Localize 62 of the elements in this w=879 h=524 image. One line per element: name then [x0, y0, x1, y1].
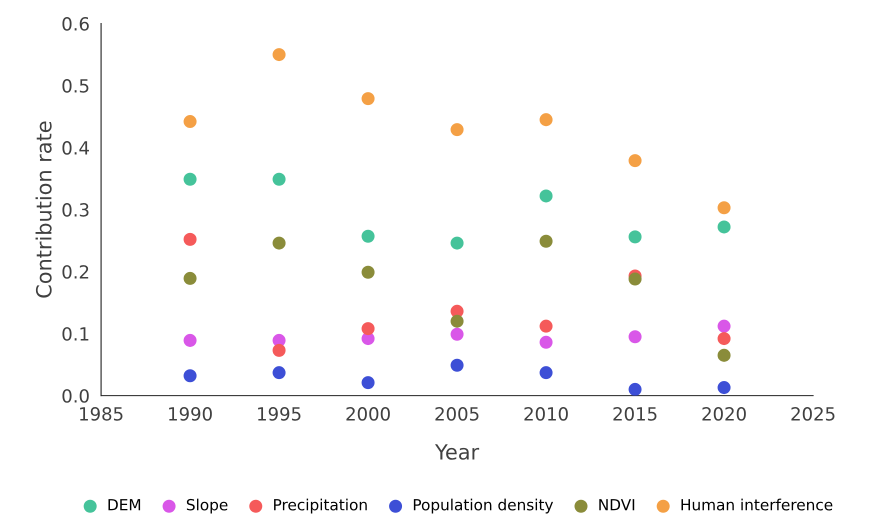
point: [540, 336, 553, 349]
legend-label: Population density: [414, 498, 554, 514]
point: [718, 332, 731, 346]
point: [184, 369, 197, 382]
point: [718, 220, 731, 234]
x-tick-label: 1985: [80, 407, 122, 421]
point: [362, 92, 375, 106]
legend-label: DEM: [108, 499, 140, 510]
point: [628, 154, 642, 168]
y-tick-label: 0.1: [62, 327, 88, 341]
x-tick-label: 2020: [702, 407, 746, 421]
point: [628, 330, 642, 344]
point: [628, 272, 642, 286]
point: [718, 381, 731, 394]
x-tick-label: 2000: [346, 407, 390, 421]
point: [272, 366, 286, 380]
point: [184, 232, 197, 246]
point: [184, 272, 197, 285]
point: [450, 236, 464, 250]
point: [628, 230, 642, 244]
legend-label: Precipitation: [274, 498, 367, 514]
point: [450, 328, 464, 341]
point: [362, 230, 375, 243]
point: [272, 344, 286, 357]
point: [540, 113, 553, 126]
x-tick-label: 1990: [169, 407, 212, 421]
legend-label: Slope: [186, 498, 228, 514]
point: [718, 320, 731, 333]
point: [540, 234, 553, 248]
point: [450, 123, 464, 136]
x-axis-title: Year: [434, 444, 480, 460]
y-tick-label: 0.5: [62, 79, 88, 93]
y-tick-label: 0.3: [62, 203, 89, 217]
y-tick-label: 0.6: [62, 17, 89, 31]
point: [362, 322, 375, 336]
point: [272, 48, 286, 62]
point: [184, 172, 197, 186]
point: [272, 172, 286, 186]
point: [450, 358, 464, 372]
x-tick-label: 2015: [613, 407, 656, 421]
x-tick-label: 2025: [791, 407, 834, 421]
point: [184, 115, 197, 128]
y-tick-label: 0.0: [62, 389, 89, 403]
legend-label: Human interference: [682, 498, 832, 510]
point: [540, 320, 553, 333]
point: [362, 266, 375, 279]
point: [450, 314, 464, 328]
x-tick-label: 1995: [258, 407, 300, 421]
y-tick-label: 0.4: [62, 141, 89, 155]
point: [272, 236, 286, 250]
y-tick-label: 0.2: [62, 265, 88, 279]
point: [540, 189, 553, 202]
point: [628, 382, 642, 396]
point: [184, 334, 197, 347]
point: [540, 366, 553, 380]
point: [718, 348, 731, 362]
point: [718, 201, 731, 214]
point: [362, 376, 375, 390]
legend-label: NDVI: [599, 499, 634, 510]
x-tick-label: 2005: [435, 407, 478, 421]
x-tick-label: 2010: [524, 407, 568, 421]
y-axis-title: Contribution rate: [36, 122, 52, 298]
